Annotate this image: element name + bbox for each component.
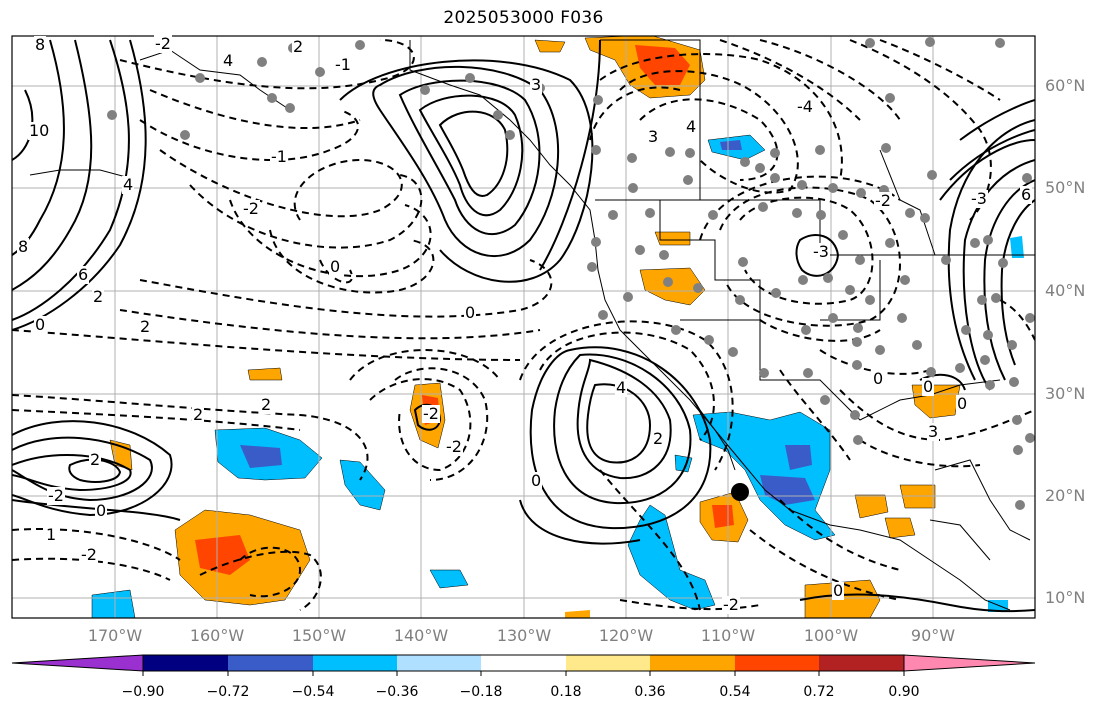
lat-label-20n: 20°N [1045, 486, 1086, 505]
contour-label: 0 [956, 394, 969, 413]
map-title: 2025053000 F036 [443, 8, 604, 28]
contour-label: 2 [89, 450, 102, 469]
lon-label-160w: 160°W [189, 626, 245, 645]
lat-label-40n: 40°N [1045, 281, 1086, 300]
contour-label: -2 [445, 437, 463, 456]
contour-label: -1 [270, 147, 288, 166]
colorbar-label: 0.36 [634, 684, 666, 700]
contour-label: -2 [47, 486, 65, 505]
colorbar-label: 0.18 [550, 684, 582, 700]
contour-label: 3 [647, 127, 660, 146]
contour-label: -2 [154, 34, 172, 53]
lon-label-130w: 130°W [496, 626, 552, 645]
contour-label: -2 [422, 404, 440, 423]
colorbar-label: 0.90 [888, 684, 920, 700]
lon-label-170w: 170°W [87, 626, 143, 645]
contour-label: 4 [222, 51, 235, 70]
contour-label: 4 [615, 378, 628, 397]
contour-label: 0 [922, 377, 935, 396]
lon-label-150w: 150°W [291, 626, 347, 645]
lon-label-110w: 110°W [700, 626, 756, 645]
contour-label: -1 [334, 55, 352, 74]
contour-label: 4 [685, 117, 698, 136]
contour-label: 0 [872, 369, 885, 388]
colorbar [11, 654, 1036, 676]
contour-label: 10 [28, 121, 51, 140]
contour-label: 0 [464, 303, 477, 322]
lat-label-60n: 60°N [1045, 76, 1086, 95]
colorbar-segment [143, 655, 228, 671]
contour-label: 2 [292, 37, 305, 56]
colorbar-segment [735, 655, 819, 671]
contour-label: 2 [260, 395, 273, 414]
contour-label: -3 [812, 242, 830, 261]
colorbar-extend-high [904, 655, 1035, 671]
contour-label: 1 [45, 525, 58, 544]
lat-label-50n: 50°N [1045, 178, 1086, 197]
contour-label: 6 [1020, 185, 1033, 204]
contour-label: 2 [652, 429, 665, 448]
lon-label-120w: 120°W [598, 626, 654, 645]
positive-contours [12, 39, 1035, 613]
colorbar-segment [228, 655, 313, 671]
contour-label: 4 [122, 175, 135, 194]
observation-dots [107, 37, 1035, 510]
colorbar-label: −0.54 [291, 684, 335, 700]
contour-label: 6 [77, 265, 90, 284]
contour-label: 8 [17, 237, 30, 256]
contour-label: -4 [796, 97, 814, 116]
lon-label-140w: 140°W [393, 626, 449, 645]
contour-label: 2 [192, 405, 205, 424]
contour-label: -2 [722, 595, 740, 614]
contour-label: 0 [530, 471, 543, 490]
contour-label: 0 [95, 501, 108, 520]
colorbar-label: −0.18 [459, 684, 503, 700]
contour-label: 2 [92, 287, 105, 306]
contour-label: -2 [874, 191, 892, 210]
lon-label-90w: 90°W [910, 626, 956, 645]
lat-label-10n: 10°N [1045, 588, 1086, 607]
colorbar-segment [650, 655, 735, 671]
station-marker [731, 483, 749, 501]
colorbar-label: −0.90 [121, 684, 165, 700]
contour-label: -2 [242, 199, 260, 218]
lon-label-100w: 100°W [803, 626, 859, 645]
colorbar-segment [313, 655, 397, 671]
colorbar-label: −0.72 [206, 684, 250, 700]
contour-label: 2 [139, 317, 152, 336]
colorbar-label: 0.54 [719, 684, 751, 700]
contour-label: 3 [927, 422, 940, 441]
colorbar-segment [397, 655, 481, 671]
colorbar-label: −0.36 [375, 684, 419, 700]
negative-contours [12, 39, 1035, 611]
contour-label: 0 [832, 581, 845, 600]
contour-label: 0 [34, 315, 47, 334]
colorbar-label: 0.72 [803, 684, 835, 700]
contour-label: -2 [80, 545, 98, 564]
lat-label-30n: 30°N [1045, 384, 1086, 403]
colorbar-extend-low [12, 655, 143, 671]
contour-label: 8 [34, 35, 47, 54]
colorbar-segment [481, 655, 566, 671]
colorbar-segment [566, 655, 650, 671]
contour-label: -3 [970, 189, 988, 208]
colorbar-segment [819, 655, 904, 671]
contour-label: 0 [329, 257, 342, 276]
grid-lines [12, 36, 1035, 618]
contour-label: 3 [530, 75, 543, 94]
